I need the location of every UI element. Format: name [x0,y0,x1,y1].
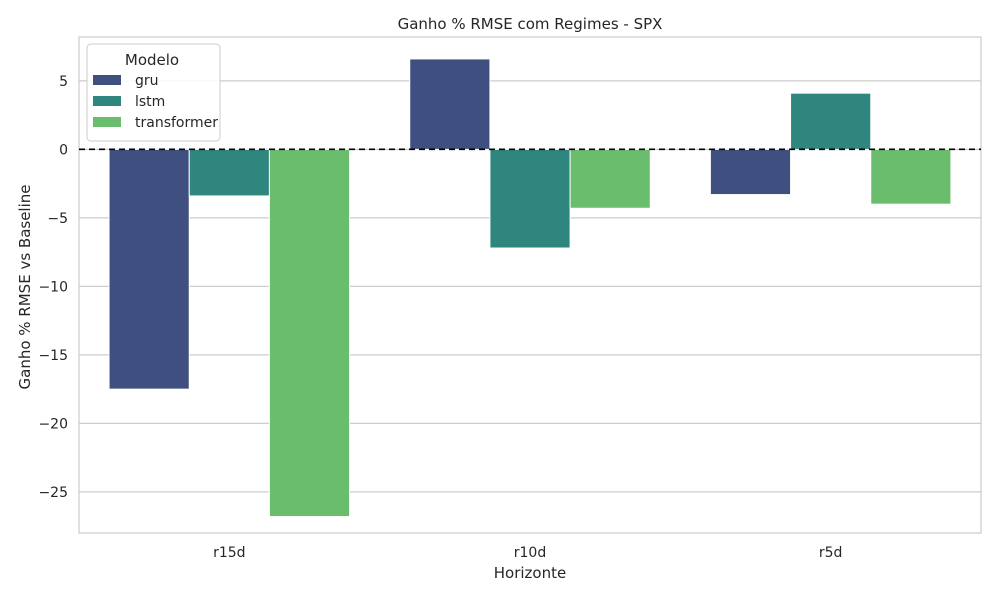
legend-box [86,43,221,142]
bar-transformer-r15d [268,148,351,518]
y-tick-labels: 5 0 −5 −10 −15 −20 −25 [38,74,68,501]
bars-group [108,58,952,518]
x-tick-label: r10d [514,545,546,561]
y-tick-label: 0 [59,142,68,158]
legend-swatch-lstm [93,96,121,106]
chart-title: Ganho % RMSE com Regimes - SPX [398,15,663,33]
bar-lstm-r15d [188,148,270,197]
bar-gru-r15d [108,148,190,390]
legend-swatch-gru [93,75,121,85]
bar-gru-r5d [709,148,792,196]
x-tick-label: r15d [213,545,245,561]
x-axis-label: Horizonte [494,564,566,582]
y-axis-label: Ganho % RMSE vs Baseline [16,185,34,390]
legend-title: Modelo [125,51,179,69]
x-tick-label: r5d [819,545,843,561]
bar-transformer-r5d [870,148,952,205]
y-tick-label: −5 [47,211,68,227]
bar-lstm-r10d [489,148,571,249]
legend-swatch-transformer [93,117,121,127]
legend-items: gru lstm transformer [93,73,218,131]
bar-transformer-r10d [569,148,651,209]
legend-label-transformer: transformer [135,115,218,131]
bar-gru-r10d [409,58,491,150]
legend: Modelo gru lstm transformer [86,43,221,142]
y-tick-label: 5 [59,74,68,90]
y-tick-label: −25 [38,485,68,501]
y-tick-label: −20 [38,416,68,432]
bar-lstm-r5d [790,92,872,150]
legend-label-lstm: lstm [135,94,165,110]
y-tick-label: −15 [38,348,68,364]
x-tick-labels: r15d r10d r5d [213,545,842,561]
legend-label-gru: gru [135,73,159,89]
y-tick-label: −10 [38,279,68,295]
